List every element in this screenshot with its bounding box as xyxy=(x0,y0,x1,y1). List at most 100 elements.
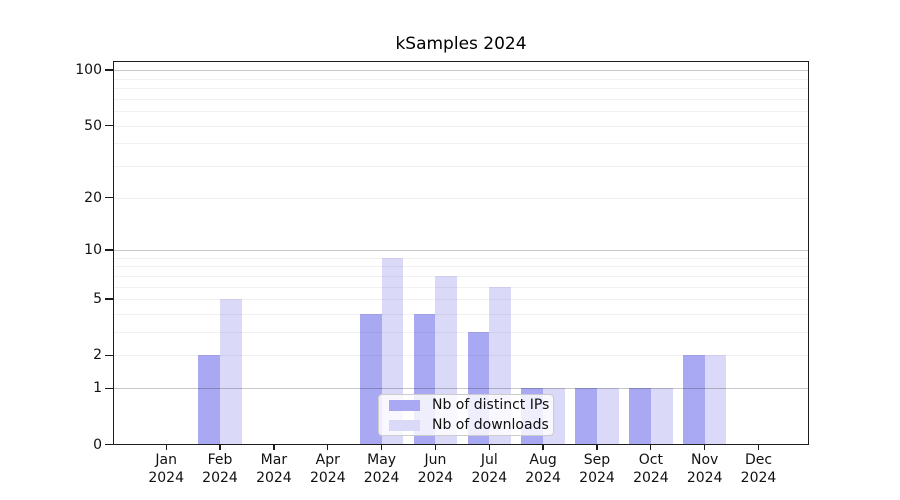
x-tick-year: 2024 xyxy=(148,469,184,486)
y-tick-label: 10 xyxy=(84,242,102,258)
legend-label-downloads: Nb of downloads xyxy=(432,417,549,433)
x-tick-mark xyxy=(757,445,760,450)
x-tick-year: 2024 xyxy=(740,469,777,486)
y-gridline-major xyxy=(114,70,808,72)
x-tick-label: May 2024 xyxy=(354,452,410,487)
bar-downloads-nov xyxy=(704,355,727,445)
chart-title: kSamples 2024 xyxy=(395,34,527,54)
y-gridline-minor xyxy=(114,125,808,127)
x-tick-year: 2024 xyxy=(417,469,454,486)
bar-distinct-ips-sep xyxy=(575,388,597,445)
x-tick-month: Jul xyxy=(480,452,498,468)
legend-item-downloads: Nb of downloads xyxy=(389,417,553,433)
x-tick-month: Jan xyxy=(155,452,177,468)
bar-downloads-oct xyxy=(650,388,673,445)
x-tick-month: Feb xyxy=(207,452,233,468)
y-tick-mark xyxy=(105,387,113,389)
legend-swatch-downloads xyxy=(389,419,420,431)
x-tick-label: Jan 2024 xyxy=(138,452,194,487)
y-tick-label: 5 xyxy=(93,291,102,308)
bar-downloads-sep xyxy=(597,388,619,445)
x-tick-year: 2024 xyxy=(363,469,400,486)
x-tick-label: Dec 2024 xyxy=(731,452,787,487)
y-gridline-minor xyxy=(114,355,808,357)
y-tick-label: 2 xyxy=(93,347,102,364)
y-gridline-minor xyxy=(114,299,808,301)
y-gridline-minor xyxy=(114,332,808,333)
bar-distinct-ips-feb xyxy=(198,355,220,445)
y-gridline-major xyxy=(114,388,808,390)
x-tick-label: Apr 2024 xyxy=(300,452,356,487)
x-tick-label: Feb 2024 xyxy=(192,452,248,487)
legend-item-distinct-ips: Nb of distinct IPs xyxy=(389,397,553,413)
x-tick-label: Jul 2024 xyxy=(461,452,517,487)
x-tick-month: Jun xyxy=(424,452,447,468)
x-tick-year: 2024 xyxy=(633,469,669,486)
y-gridline-minor xyxy=(114,98,808,100)
y-gridline-minor xyxy=(114,286,808,288)
x-tick-mark xyxy=(596,445,598,450)
y-gridline-minor xyxy=(114,257,808,259)
legend: Nb of distinct IPs Nb of downloads xyxy=(378,394,554,436)
x-tick-mark xyxy=(434,445,437,450)
y-gridline-minor xyxy=(114,88,808,89)
x-tick-month: Oct xyxy=(638,452,663,468)
y-tick-mark xyxy=(105,443,113,446)
y-tick-mark xyxy=(105,249,113,251)
y-gridline-minor xyxy=(114,197,808,199)
y-gridline-minor xyxy=(114,266,808,268)
x-tick-month: Aug xyxy=(529,452,557,468)
x-tick-mark xyxy=(165,445,167,450)
x-tick-month: Apr xyxy=(315,452,340,468)
x-tick-mark xyxy=(650,445,652,450)
x-tick-mark xyxy=(219,445,221,450)
x-tick-label: Jun 2024 xyxy=(407,452,463,487)
legend-swatch-distinct-ips xyxy=(389,399,420,411)
y-gridline-minor xyxy=(114,275,808,277)
x-tick-label: Aug 2024 xyxy=(515,452,571,487)
x-tick-label: Nov 2024 xyxy=(677,452,733,487)
bar-distinct-ips-may xyxy=(359,313,382,445)
x-tick-year: 2024 xyxy=(525,469,561,486)
y-gridline-minor xyxy=(114,143,808,145)
x-tick-month: Dec xyxy=(744,452,773,468)
y-tick-mark xyxy=(105,196,113,199)
x-tick-year: 2024 xyxy=(309,469,346,486)
x-tick-mark xyxy=(704,445,706,450)
x-tick-month: Sep xyxy=(583,452,611,468)
bar-distinct-ips-oct xyxy=(629,388,651,445)
x-tick-mark xyxy=(273,445,275,450)
x-tick-month: Nov xyxy=(691,452,719,468)
y-gridline-minor xyxy=(114,78,808,80)
x-tick-label: Sep 2024 xyxy=(569,452,625,487)
x-tick-mark xyxy=(327,445,329,450)
x-tick-mark xyxy=(488,445,490,450)
y-gridline-minor xyxy=(114,313,808,315)
x-tick-year: 2024 xyxy=(256,469,292,486)
y-tick-label: 100 xyxy=(75,62,102,79)
x-tick-label: Mar 2024 xyxy=(246,452,302,487)
x-tick-year: 2024 xyxy=(579,469,615,486)
x-tick-year: 2024 xyxy=(686,469,723,486)
y-tick-label: 20 xyxy=(84,189,102,206)
x-tick-label: Oct 2024 xyxy=(623,452,679,487)
x-tick-month: Mar xyxy=(260,452,288,468)
y-gridline-minor xyxy=(114,111,808,112)
bar-distinct-ips-nov xyxy=(682,355,705,445)
x-tick-month: May xyxy=(367,452,397,468)
y-gridline-minor xyxy=(114,165,808,167)
y-gridline-major xyxy=(114,250,808,251)
y-tick-label: 50 xyxy=(84,117,102,134)
y-tick-label: 1 xyxy=(93,380,102,397)
legend-label-distinct-ips: Nb of distinct IPs xyxy=(432,397,550,413)
y-tick-mark xyxy=(105,354,113,357)
y-tick-label: 0 xyxy=(93,436,102,453)
x-tick-mark xyxy=(380,445,383,450)
x-tick-year: 2024 xyxy=(471,469,508,486)
y-tick-mark xyxy=(105,124,113,127)
y-tick-mark xyxy=(105,69,113,71)
bar-downloads-feb xyxy=(220,299,242,445)
x-tick-mark xyxy=(542,445,544,450)
x-tick-year: 2024 xyxy=(202,469,238,486)
y-tick-mark xyxy=(105,298,113,300)
